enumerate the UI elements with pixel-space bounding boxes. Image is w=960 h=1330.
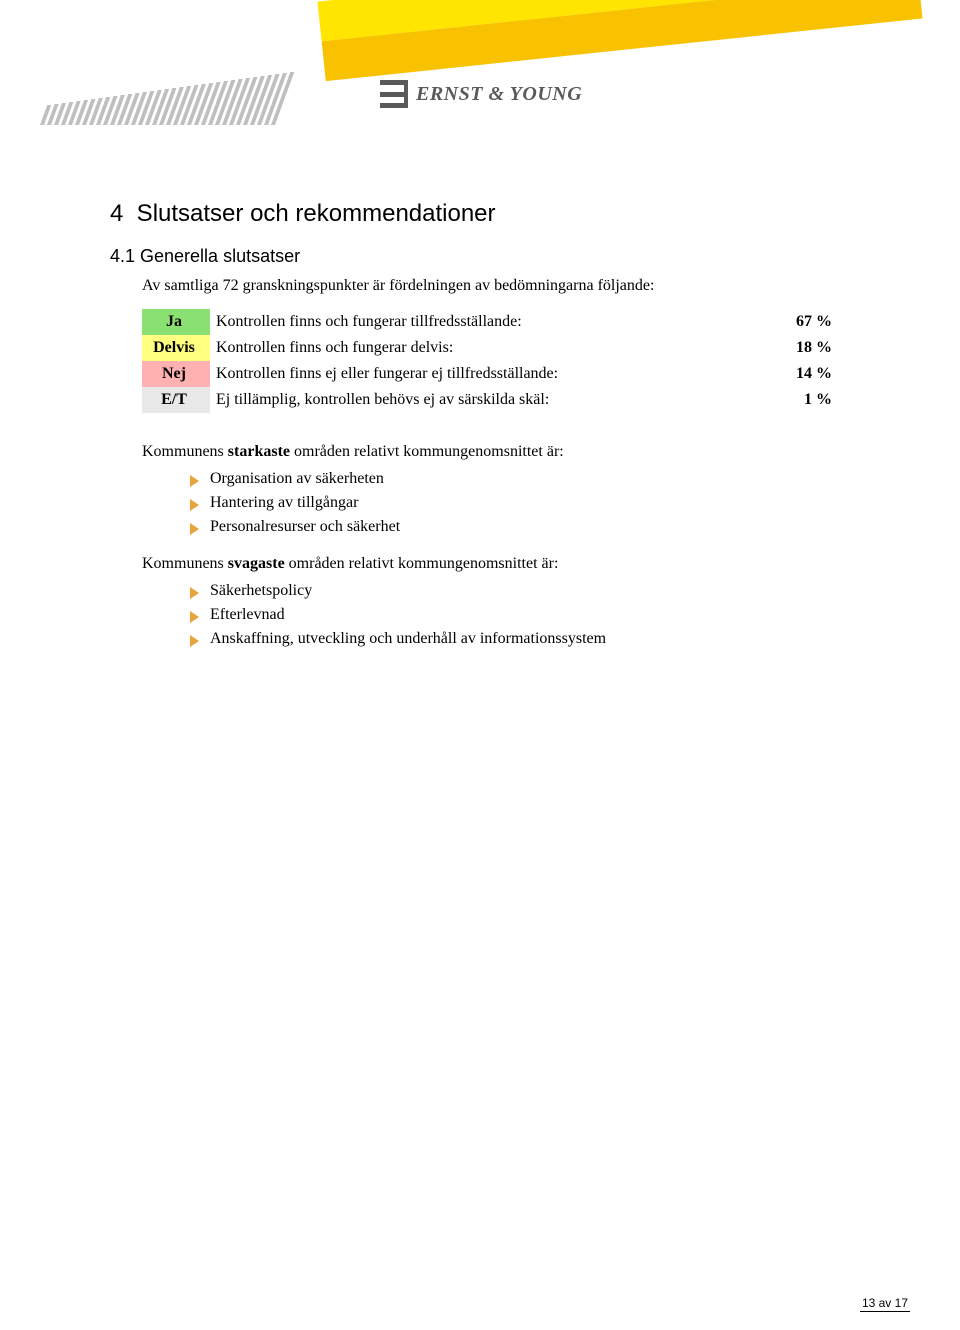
yellow-beam-graphic — [317, 0, 922, 81]
strong-areas-list: Organisation av säkerhetenHantering av t… — [190, 467, 850, 539]
logo-mark-icon — [380, 80, 408, 108]
rating-description: Kontrollen finns och fungerar delvis: — [210, 335, 772, 361]
strong-areas-intro: Kommunens starkaste områden relativt kom… — [142, 443, 850, 461]
rating-value: 18 % — [772, 335, 842, 361]
weak-areas-list: SäkerhetspolicyEfterlevnadAnskaffning, u… — [190, 579, 850, 651]
page-number: 13 av 17 — [860, 1296, 910, 1312]
list-item: Hantering av tillgångar — [190, 491, 850, 515]
page-content: 4 Slutsatser och rekommendationer 4.1 Ge… — [110, 200, 850, 667]
weak-areas-intro: Kommunens svagaste områden relativt komm… — [142, 555, 850, 573]
subsection-heading: 4.1 Generella slutsatser — [110, 246, 850, 267]
page-header-decoration: ERNST & YOUNG — [0, 0, 960, 155]
rating-table: JaKontrollen finns och fungerar tillfred… — [142, 309, 842, 413]
barcode-graphic — [40, 70, 320, 125]
list-item: Efterlevnad — [190, 603, 850, 627]
rating-label: Nej — [142, 361, 210, 387]
company-logo: ERNST & YOUNG — [380, 80, 582, 108]
section-heading: 4 Slutsatser och rekommendationer — [110, 200, 850, 228]
list-item: Personalresurser och säkerhet — [190, 515, 850, 539]
rating-value: 14 % — [772, 361, 842, 387]
list-item: Säkerhetspolicy — [190, 579, 850, 603]
rating-value: 67 % — [772, 309, 842, 335]
rating-description: Kontrollen finns och fungerar tillfredss… — [210, 309, 772, 335]
table-row: NejKontrollen finns ej eller fungerar ej… — [142, 361, 842, 387]
rating-value: 1 % — [772, 387, 842, 413]
rating-label: Delvis — [142, 335, 210, 361]
table-row: E/TEj tillämplig, kontrollen behövs ej a… — [142, 387, 842, 413]
rating-label: Ja — [142, 309, 210, 335]
intro-paragraph: Av samtliga 72 granskningspunkter är för… — [142, 277, 850, 295]
list-item: Anskaffning, utveckling och underhåll av… — [190, 627, 850, 651]
table-row: DelvisKontrollen finns och fungerar delv… — [142, 335, 842, 361]
table-row: JaKontrollen finns och fungerar tillfred… — [142, 309, 842, 335]
rating-description: Kontrollen finns ej eller fungerar ej ti… — [210, 361, 772, 387]
list-item: Organisation av säkerheten — [190, 467, 850, 491]
rating-description: Ej tillämplig, kontrollen behövs ej av s… — [210, 387, 772, 413]
logo-text: ERNST & YOUNG — [416, 83, 582, 106]
rating-label: E/T — [142, 387, 210, 413]
